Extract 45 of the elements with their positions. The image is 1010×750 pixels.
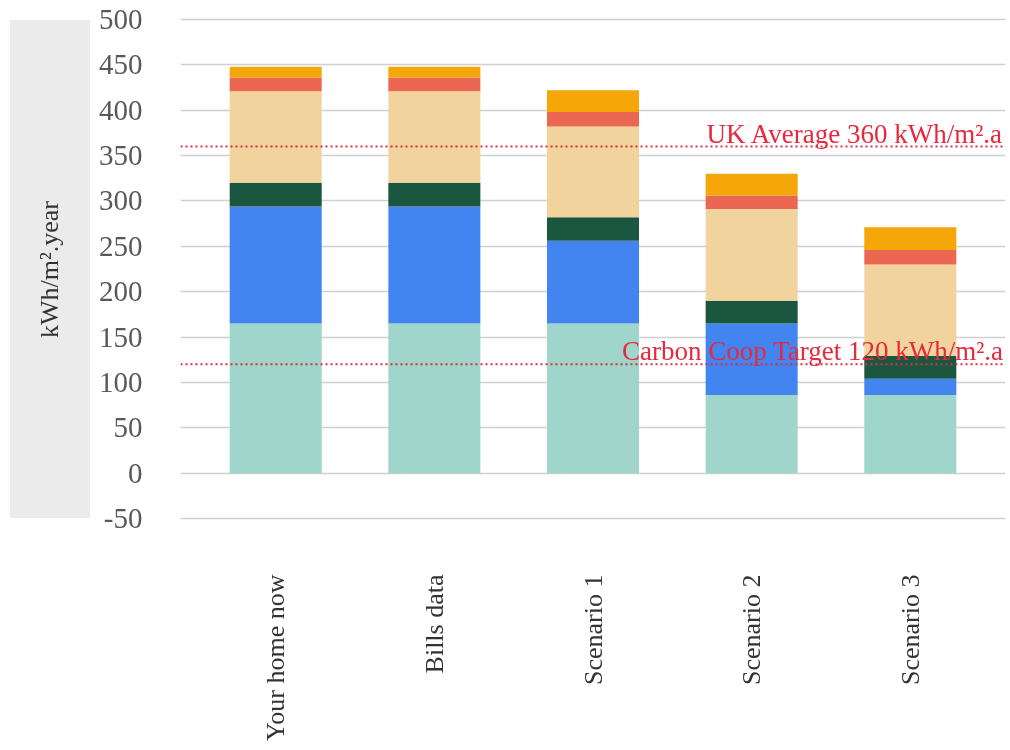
bar	[546, 126, 640, 218]
bar	[229, 77, 322, 92]
bar	[864, 249, 957, 265]
y-tick-label: 350	[99, 139, 143, 172]
y-tick-label: 100	[99, 365, 143, 398]
x-tick-label: Your home now	[261, 574, 291, 741]
bar	[229, 182, 322, 207]
bar	[229, 323, 322, 474]
bar	[546, 90, 640, 113]
bar	[229, 206, 322, 324]
bar	[705, 395, 798, 474]
bar	[864, 378, 957, 396]
bar	[705, 300, 798, 324]
bar	[388, 77, 481, 92]
bar	[864, 395, 957, 474]
bar	[546, 240, 640, 324]
x-tick-label: Scenario 3	[895, 574, 925, 685]
bar	[388, 66, 481, 78]
ref-line-label: UK Average 360 kWh/m².a	[706, 118, 1003, 149]
y-tick-label: 500	[99, 3, 143, 35]
bar	[388, 91, 481, 183]
bar	[546, 112, 640, 127]
x-tick-label: Scenario 1	[578, 574, 608, 685]
bar	[229, 91, 322, 183]
y-tick-label: 450	[99, 48, 143, 81]
bar	[864, 227, 957, 250]
y-tick-label: 300	[99, 184, 143, 217]
bar	[705, 173, 798, 196]
y-tick-label: 400	[99, 93, 143, 126]
x-tick-label: Bills data	[419, 574, 449, 674]
y-tick-label: 200	[99, 275, 143, 308]
y-tick-label: 250	[99, 229, 143, 262]
x-tick-label: Scenario 2	[737, 574, 767, 685]
bar	[388, 182, 481, 207]
y-tick-label: 150	[99, 320, 143, 353]
y-tick-label: 0	[128, 456, 143, 489]
bar	[229, 66, 322, 78]
bar	[705, 209, 798, 301]
y-tick-label: -50	[103, 502, 143, 534]
bar	[546, 217, 640, 241]
bar	[388, 323, 481, 474]
y-axis-title: kWh/m².year	[34, 200, 65, 338]
bar	[388, 206, 481, 324]
bar	[705, 195, 798, 210]
y-tick-label: 50	[113, 411, 143, 444]
